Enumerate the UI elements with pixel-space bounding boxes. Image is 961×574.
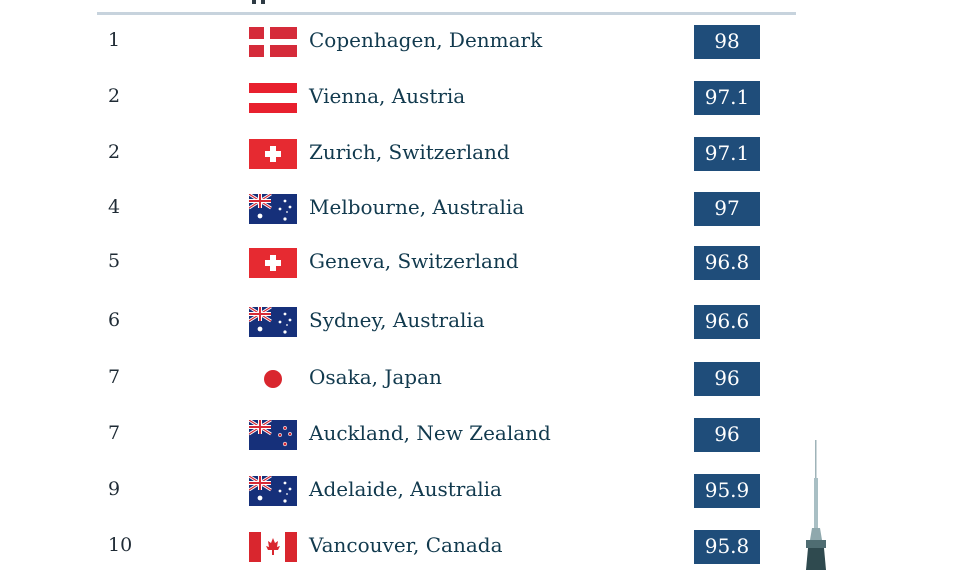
city-cell: Osaka, Japan <box>309 365 442 389</box>
score-badge: 96.6 <box>694 305 760 339</box>
rank-cell: 2 <box>108 141 121 163</box>
city-cell: Sydney, Australia <box>309 308 485 332</box>
table-row: 7 Osaka, Japan 96 <box>0 362 961 402</box>
score-badge: 96 <box>694 362 760 396</box>
rank-cell: 7 <box>108 422 121 444</box>
rank-cell: 4 <box>108 196 121 218</box>
switzerland-flag-icon <box>249 248 297 278</box>
city-cell: Melbourne, Australia <box>309 195 525 219</box>
score-badge: 96.8 <box>694 246 760 280</box>
score-badge: 95.9 <box>694 474 760 508</box>
table-row: 9 Adelaide, Australia 95.9 <box>0 474 961 514</box>
table-row: 1 Copenhagen, Denmark 98 <box>0 25 961 65</box>
sky-tower-icon <box>796 440 836 570</box>
australia-flag-icon <box>249 476 297 506</box>
score-badge: 96 <box>694 418 760 452</box>
city-cell: Vienna, Austria <box>309 84 466 108</box>
australia-flag-icon <box>249 194 297 224</box>
austria-flag-icon <box>249 83 297 113</box>
table-row: 5 Geneva, Switzerland 96.8 <box>0 246 961 286</box>
table-row: 7 Auckland, New Zealand 96 <box>0 418 961 458</box>
table-row: 4 Melbourne, Australia 97 <box>0 192 961 232</box>
rank-cell: 5 <box>108 250 121 272</box>
rank-cell: 10 <box>108 534 133 556</box>
rank-cell: 1 <box>108 29 121 51</box>
rank-cell: 2 <box>108 85 121 107</box>
score-badge: 97 <box>694 192 760 226</box>
city-cell: Adelaide, Australia <box>309 477 502 501</box>
table-row: 2 Vienna, Austria 97.1 <box>0 81 961 121</box>
score-badge: 97.1 <box>694 137 760 171</box>
canada-flag-icon <box>249 532 297 562</box>
australia-flag-icon <box>249 307 297 337</box>
table-row: 2 Zurich, Switzerland 97.1 <box>0 137 961 177</box>
denmark-flag-icon <box>249 27 297 57</box>
score-badge: 95.8 <box>694 530 760 564</box>
japan-flag-icon <box>249 364 297 394</box>
rank-cell: 9 <box>108 478 121 500</box>
city-cell: Zurich, Switzerland <box>309 140 510 164</box>
table-row: 6 Sydney, Australia 96.6 <box>0 305 961 345</box>
score-badge: 97.1 <box>694 81 760 115</box>
rank-cell: 6 <box>108 309 121 331</box>
city-cell: Geneva, Switzerland <box>309 249 519 273</box>
new-zealand-flag-icon <box>249 420 297 450</box>
city-cell: Vancouver, Canada <box>309 533 503 557</box>
city-cell: Copenhagen, Denmark <box>309 28 543 52</box>
switzerland-flag-icon <box>249 139 297 169</box>
city-cell: Auckland, New Zealand <box>309 421 551 445</box>
table-row: 10 Vancouver, Canada 95.8 <box>0 530 961 570</box>
header-divider <box>97 12 796 15</box>
score-badge: 98 <box>694 25 760 59</box>
rank-cell: 7 <box>108 366 121 388</box>
cropped-header-text <box>250 0 268 4</box>
